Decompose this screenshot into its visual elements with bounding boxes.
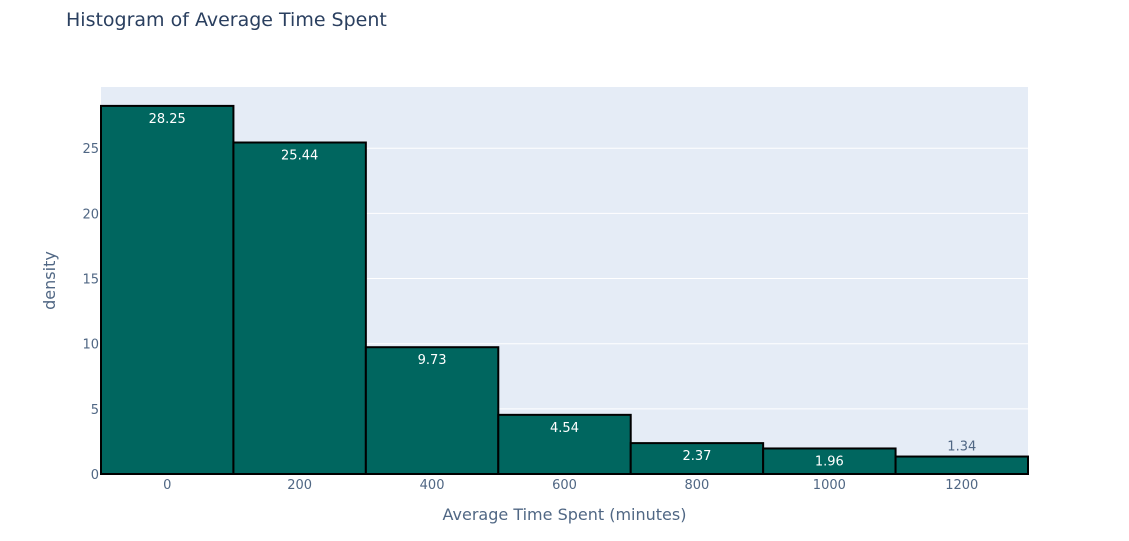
bar-value-label: 1.34 <box>947 440 976 455</box>
histogram-bar <box>894 455 1029 476</box>
x-tick-label: 1200 <box>945 478 978 493</box>
x-tick-label: 200 <box>287 478 312 493</box>
x-axis-ticks: 0 200 400 600 800 1000 1200 <box>163 478 978 493</box>
x-tick-label: 600 <box>552 478 577 493</box>
bars <box>100 104 1029 476</box>
y-tick-label: 20 <box>82 207 99 222</box>
chart-title: Histogram of Average Time Spent <box>66 9 387 31</box>
y-tick-label: 0 <box>91 468 99 483</box>
y-tick-label: 15 <box>82 273 99 288</box>
bar-value-label: 25.44 <box>281 149 318 164</box>
bar-value-label: 4.54 <box>550 421 579 436</box>
histogram-bar <box>364 346 500 475</box>
histogram-bar <box>232 141 367 475</box>
bar-value-labels: 28.25 25.44 9.73 4.54 2.37 1.96 1.34 <box>149 112 977 470</box>
x-axis-title: Average Time Spent (minutes) <box>443 505 687 524</box>
x-tick-label: 0 <box>163 478 171 493</box>
y-tick-label: 25 <box>82 142 99 157</box>
x-tick-label: 1000 <box>813 478 846 493</box>
x-tick-label: 800 <box>685 478 710 493</box>
bar-value-label: 28.25 <box>149 112 186 127</box>
x-tick-label: 400 <box>420 478 445 493</box>
histogram-bar <box>100 104 235 475</box>
y-axis-title: density <box>40 251 59 310</box>
y-tick-label: 10 <box>82 338 99 353</box>
bar-value-label: 2.37 <box>682 449 711 464</box>
y-tick-label: 5 <box>91 403 99 418</box>
bar-value-label: 9.73 <box>418 353 447 368</box>
bar-value-label: 1.96 <box>815 454 844 469</box>
y-axis-ticks: 0 5 10 15 20 25 <box>82 142 99 483</box>
